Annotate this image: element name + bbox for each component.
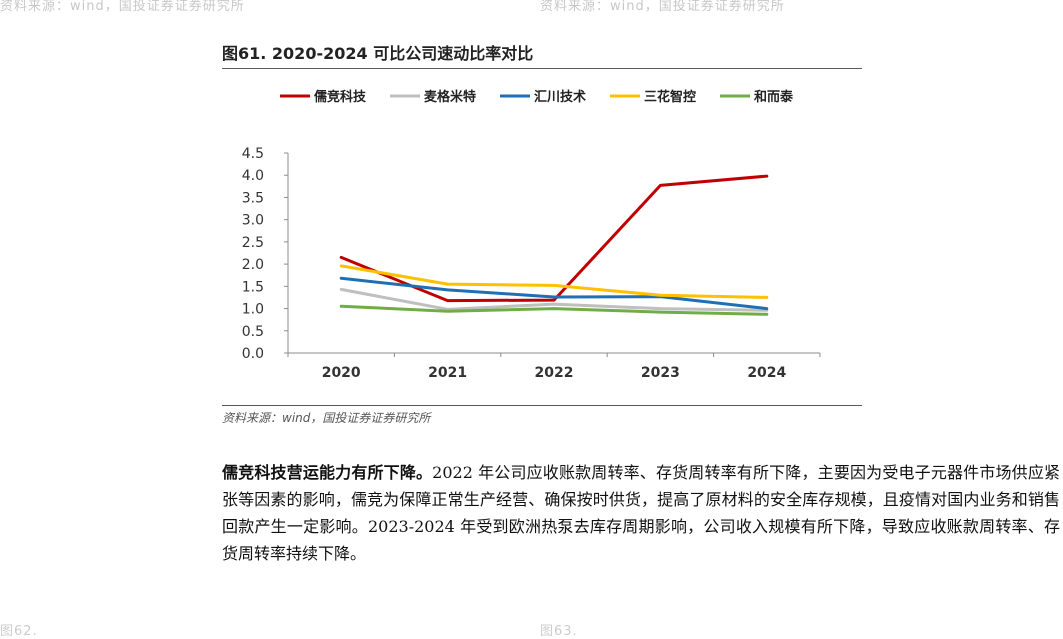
series-line-2 (339, 287, 769, 312)
y-tick-label: 4.0 (242, 168, 264, 184)
footer-faded-left: 图62. (0, 624, 38, 639)
y-tick-label: 0.0 (242, 346, 264, 362)
legend-label-4: 三花智控 (644, 89, 696, 105)
series-line-3 (339, 276, 769, 311)
y-tick-label: 1.5 (242, 279, 264, 295)
x-tick-label: 2024 (747, 365, 786, 381)
legend-label-3: 汇川技术 (534, 89, 586, 105)
figure-title: 图61. 2020-2024 可比公司速动比率对比 (222, 44, 534, 63)
x-tick-label: 2022 (535, 365, 574, 381)
y-tick-label: 0.5 (242, 324, 264, 340)
y-tick-label: 3.0 (242, 213, 264, 229)
paragraph-lead: 儒竞科技营运能力有所下降。 (222, 463, 433, 482)
y-tick-label: 2.5 (242, 235, 264, 251)
x-tick-label: 2023 (641, 365, 680, 381)
legend-label-1: 儒竞科技 (314, 89, 367, 105)
y-tick-label: 4.5 (242, 146, 264, 162)
x-tick-label: 2020 (322, 365, 361, 381)
x-tick-label: 2021 (428, 365, 467, 381)
header-faded-right: 资料来源：wind，国投证券证券研究所 (540, 0, 785, 14)
y-tick-label: 2.0 (242, 257, 264, 273)
legend-label-2: 麦格米特 (424, 89, 476, 105)
chart-series (339, 174, 769, 316)
y-tick-label: 3.5 (242, 190, 264, 206)
footer-faded-right: 图63. (540, 624, 578, 639)
chart-source: 资料来源：wind，国投证券证券研究所 (222, 411, 431, 425)
y-tick-label: 1.0 (242, 302, 264, 318)
series-line-5 (339, 304, 769, 316)
source-divider (222, 405, 862, 406)
title-divider (222, 68, 862, 69)
chart-legend: 儒竞科技 麦格米特 汇川技术 三花智控 和而泰 (280, 89, 794, 105)
series-line-4 (339, 264, 769, 299)
legend-label-5: 和而泰 (754, 89, 794, 105)
analysis-paragraph: 儒竞科技营运能力有所下降。2022 年公司应收账款周转率、存货周转率有所下降，主… (222, 459, 1060, 567)
series-line-1 (339, 174, 769, 303)
line-chart: 儒竞科技 麦格米特 汇川技术 三花智控 和而泰 0.0 0.5 1.0 1.5 2.0 2.5 3.… (242, 89, 821, 381)
paragraph-text: 2022 年公司应收账款周转率、存货周转率有所下降，主要因为受电子元器件市场供应… (222, 463, 1060, 563)
chart-axes: 0.0 0.5 1.0 1.5 2.0 2.5 3.0 3.5 4.0 4.5 2020 2021 20… (242, 146, 821, 381)
header-faded-left: 资料来源：wind，国投证券证券研究所 (0, 0, 245, 14)
